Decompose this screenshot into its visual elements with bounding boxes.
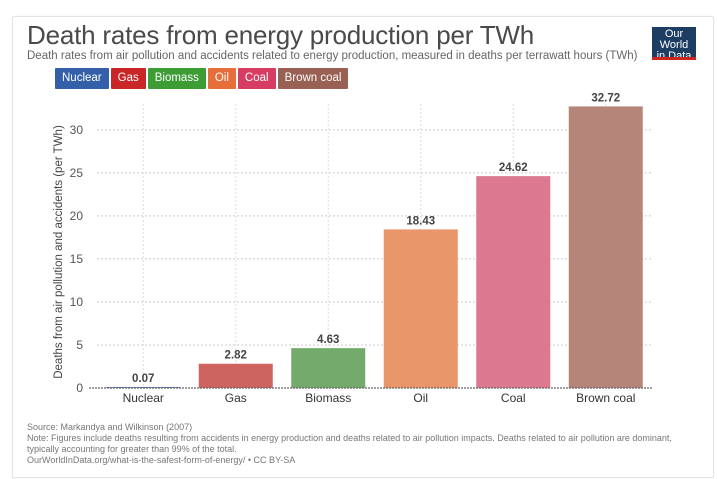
data-label: 2.82 (225, 350, 247, 362)
y-tick-label: 25 (70, 166, 84, 180)
bar-oil (383, 229, 458, 388)
logo-line-2: in Data (656, 50, 692, 62)
bar-gas (198, 363, 273, 388)
logo-accent-bar (652, 57, 696, 60)
y-tick-label: 5 (76, 338, 83, 352)
x-tick-label: Oil (413, 391, 428, 405)
legend-item-biomass[interactable]: Biomass (147, 68, 206, 89)
data-label: 18.43 (406, 215, 435, 227)
bar-coal (476, 176, 551, 388)
note-text-line-1: Note: Figures include deaths resulting f… (27, 433, 672, 443)
owid-logo[interactable]: Our World in Data (652, 27, 696, 62)
chart-subtitle: Death rates from air pollution and accid… (27, 50, 638, 62)
y-tick-label: 30 (70, 123, 84, 137)
footer: Source: Markandya and Wilkinson (2007) N… (27, 422, 672, 466)
data-label: 0.07 (132, 373, 154, 385)
legend: Nuclear Gas Biomass Oil Coal Brown coal (55, 68, 349, 89)
legend-item-coal[interactable]: Coal (237, 68, 276, 89)
data-label: 4.63 (317, 334, 339, 346)
note-text-line-2: typically accounting for greater than 99… (27, 444, 237, 454)
data-label: 32.72 (591, 92, 620, 104)
legend-item-nuclear[interactable]: Nuclear (55, 68, 109, 89)
legend-item-gas[interactable]: Gas (110, 68, 146, 89)
source-url-link[interactable]: OurWorldInData.org/what-is-the-safest-fo… (27, 455, 296, 465)
data-label: 24.62 (499, 162, 528, 174)
y-axis-label: Deaths from air pollution and accidents … (53, 125, 65, 379)
x-tick-label: Nuclear (123, 391, 164, 405)
y-tick-label: 10 (70, 295, 84, 309)
y-tick-label: 0 (76, 381, 83, 395)
source-text: Source: Markandya and Wilkinson (2007) (27, 422, 193, 432)
bar-brown-coal (568, 106, 643, 388)
y-tick-label: 15 (70, 252, 84, 266)
legend-item-oil[interactable]: Oil (207, 68, 236, 89)
x-tick-label: Biomass (305, 391, 351, 405)
chart-title: Death rates from energy production per T… (27, 20, 535, 50)
x-tick-label: Coal (501, 391, 526, 405)
legend-item-brown-coal[interactable]: Brown coal (277, 68, 349, 89)
x-tick-label: Gas (225, 391, 247, 405)
logo-line-1: Our World (659, 28, 689, 51)
y-tick-label: 20 (70, 209, 84, 223)
bar-biomass (291, 348, 366, 388)
x-tick-label: Brown coal (576, 391, 635, 405)
